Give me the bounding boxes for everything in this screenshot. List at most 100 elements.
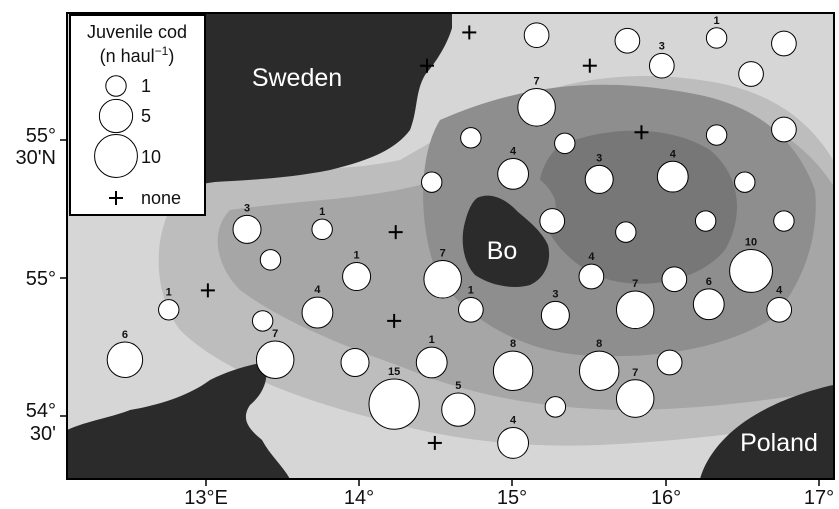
station-bubble (661, 266, 688, 293)
station-bubble (106, 341, 144, 378)
station-bubble (497, 157, 530, 190)
station-bubble (705, 27, 728, 49)
station-count-label: 8 (596, 338, 602, 350)
station-count-label: 7 (534, 76, 540, 88)
station-bubbles (106, 22, 797, 459)
station-count-label: 1 (429, 334, 435, 346)
station-count-label: 15 (388, 366, 400, 378)
station-bubble (738, 61, 764, 87)
station-bubble (301, 296, 334, 329)
legend-bubble-5 (98, 98, 134, 134)
zero-haul-cross (387, 313, 402, 328)
germany-landmass (67, 362, 290, 479)
lon-tick-17: 17° (804, 487, 834, 509)
station-bubble (423, 260, 462, 299)
station-bubble (415, 346, 448, 379)
zero-haul-cross (582, 58, 597, 73)
station-bubble (648, 52, 675, 79)
station-bubble (539, 208, 566, 234)
legend-title-line2: (n haul−1) (100, 44, 175, 66)
legend-bubble-10 (94, 134, 138, 178)
station-count-label: 4 (776, 284, 783, 296)
lat-tick-5530-min: 30'N (15, 147, 56, 169)
station-count-label: 6 (122, 329, 128, 341)
lon-tick-16: 16° (651, 487, 681, 509)
station-bubble (232, 214, 262, 244)
station-bubble (342, 262, 372, 292)
station-bubble (441, 392, 476, 427)
station-bubble (457, 296, 484, 323)
station-bubble (773, 210, 795, 232)
legend-cross (109, 191, 123, 205)
station-count-label: 3 (244, 202, 250, 214)
station-count-label: 7 (632, 367, 638, 379)
station-bubble (584, 164, 614, 194)
legend-label-none: none (141, 188, 181, 208)
station-bubble (656, 349, 683, 376)
station-bubble (578, 263, 605, 290)
station-count-label: 1 (468, 284, 474, 296)
zero-haul-cross (388, 225, 403, 240)
station-bubble (311, 218, 333, 241)
station-bubble (544, 396, 567, 418)
country-label-sweden: Sweden (252, 64, 342, 92)
station-count-label: 4 (588, 251, 595, 263)
lon-tick-15: 15° (497, 487, 527, 509)
lat-tick-5430-deg: 54° (26, 400, 56, 422)
station-count-label: 7 (632, 278, 638, 290)
station-count-label: 3 (659, 40, 665, 52)
zero-haul-markers (200, 25, 649, 450)
station-bubble (492, 350, 534, 392)
zero-haul-cross (427, 435, 442, 450)
latitude-labels: 55° 30'N 55° 54° 30' (15, 125, 56, 445)
legend-title-unit: (n haul (100, 46, 155, 66)
station-count-label: 7 (440, 248, 446, 260)
station-bubble (259, 249, 282, 271)
station-bubble (615, 290, 655, 330)
station-count-label: 3 (552, 288, 558, 300)
station-bubble (694, 210, 717, 232)
zero-haul-cross (634, 125, 649, 140)
station-count-label: 1 (319, 206, 325, 218)
station-bubble (540, 300, 570, 330)
zero-haul-cross (200, 283, 215, 298)
station-bubble (460, 127, 482, 149)
legend-title-superscript: −1 (155, 44, 169, 58)
station-bubble (523, 22, 550, 49)
station-bubble (158, 299, 180, 321)
legend: Juvenile cod (n haul−1) 1 5 10 none (69, 14, 206, 216)
bornholm-landmass (462, 195, 550, 287)
poland-landmass (700, 385, 833, 479)
station-bubble (771, 116, 797, 143)
station-count-label: 4 (510, 415, 517, 427)
map-frame (66, 12, 835, 480)
legend-title-line1: Juvenile cod (87, 22, 187, 42)
island-label-bornholm: Bo (487, 237, 518, 265)
legend-label-10: 10 (141, 147, 161, 167)
station-bubble (771, 30, 797, 57)
station-bubble (734, 171, 756, 193)
station-bubble (368, 378, 420, 430)
lon-tick-13: 13°E (184, 487, 228, 509)
longitude-labels: 13°E 14° 15° 16° 17° (184, 487, 834, 509)
lat-tick-5430-min: 30' (30, 423, 56, 445)
station-count-label: 7 (272, 328, 278, 340)
zero-haul-cross (462, 25, 477, 40)
station-count-label: 1 (714, 15, 720, 27)
station-count-label: 6 (706, 276, 712, 288)
lat-tick-55-deg: 55° (26, 268, 56, 290)
lon-tick-14: 14° (344, 487, 374, 509)
station-bubble (615, 221, 637, 243)
station-count-label: 1 (354, 250, 360, 262)
legend-label-5: 5 (141, 106, 151, 126)
country-label-poland: Poland (740, 429, 818, 457)
station-count-label: 4 (670, 148, 677, 160)
axis-ticks (60, 139, 820, 486)
legend-bubble-1 (105, 75, 127, 97)
station-count-label: 10 (745, 237, 757, 249)
station-bubble (705, 124, 728, 146)
lat-tick-5530-deg: 55° (26, 125, 56, 147)
station-bubble (251, 310, 274, 332)
